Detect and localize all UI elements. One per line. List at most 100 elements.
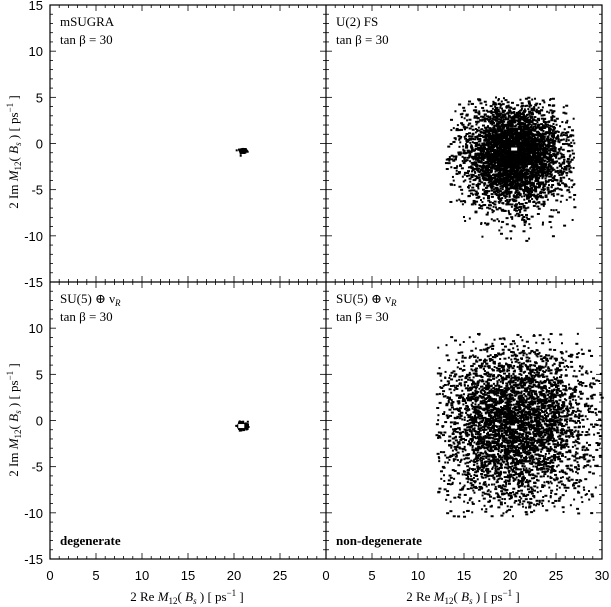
data-point <box>530 166 534 169</box>
data-point <box>467 103 470 106</box>
data-point <box>522 138 525 141</box>
data-point <box>463 152 467 155</box>
data-point <box>473 178 477 181</box>
data-point <box>457 151 461 154</box>
data-point <box>521 218 525 221</box>
data-point <box>502 150 505 153</box>
data-point <box>444 162 448 165</box>
data-point <box>550 134 554 137</box>
data-point <box>519 211 522 214</box>
data-point <box>514 192 517 195</box>
data-point <box>483 474 487 477</box>
data-point <box>516 206 519 209</box>
data-point <box>521 428 525 431</box>
data-point <box>548 111 551 114</box>
data-point <box>488 180 492 183</box>
data-point <box>489 169 493 172</box>
data-point <box>239 154 242 157</box>
data-point <box>513 171 516 174</box>
data-point <box>489 174 492 177</box>
data-point <box>537 195 540 198</box>
data-point <box>476 130 479 133</box>
data-point <box>517 165 520 168</box>
data-point <box>473 138 477 141</box>
data-point <box>482 170 486 173</box>
data-point <box>534 188 538 191</box>
data-point <box>478 134 482 137</box>
data-point <box>480 115 484 118</box>
data-point <box>487 142 490 145</box>
data-point <box>562 111 566 114</box>
data-point <box>565 198 568 201</box>
data-point <box>474 162 478 165</box>
data-point <box>531 118 535 121</box>
data-point <box>535 111 539 114</box>
data-point <box>471 137 475 140</box>
data-point <box>537 106 540 109</box>
data-point <box>560 138 563 141</box>
data-point <box>497 140 500 143</box>
data-point <box>479 205 483 208</box>
data-point <box>533 165 537 168</box>
data-point <box>537 169 540 172</box>
data-point <box>469 180 472 183</box>
data-point <box>244 423 247 426</box>
data-point <box>488 184 492 187</box>
data-point <box>487 146 491 149</box>
data-point <box>535 202 538 205</box>
data-point <box>520 160 524 163</box>
data-point <box>498 144 501 147</box>
data-point <box>493 103 497 106</box>
data-point <box>524 171 528 174</box>
data-point <box>568 468 571 471</box>
data-point <box>455 129 459 132</box>
data-point <box>465 113 469 116</box>
data-point <box>498 178 501 181</box>
data-point <box>477 161 481 164</box>
data-point <box>532 155 535 158</box>
data-point <box>527 138 531 141</box>
data-point <box>519 175 523 178</box>
data-point <box>540 203 544 206</box>
data-point <box>486 110 490 113</box>
data-point <box>463 381 466 384</box>
data-point <box>522 230 526 233</box>
data-point <box>557 157 561 160</box>
data-point <box>536 121 539 124</box>
data-point <box>506 474 510 477</box>
data-point <box>510 117 513 120</box>
data-point <box>565 451 569 454</box>
data-point <box>498 142 502 145</box>
data-point <box>540 169 543 172</box>
data-point <box>510 177 514 180</box>
data-point <box>490 149 494 152</box>
data-point <box>486 156 489 159</box>
data-point <box>505 140 509 143</box>
data-point <box>540 114 544 117</box>
data-point <box>502 176 506 179</box>
data-point <box>501 154 504 157</box>
data-point <box>535 177 539 180</box>
data-point <box>237 422 240 425</box>
data-point <box>465 126 469 129</box>
data-point <box>525 176 528 179</box>
data-point <box>501 123 505 126</box>
data-point <box>498 378 501 381</box>
data-point <box>526 113 530 116</box>
data-point <box>536 172 540 175</box>
data-point <box>504 129 508 132</box>
data-point <box>501 135 504 138</box>
data-point <box>527 116 530 119</box>
data-point <box>475 154 478 157</box>
data-point <box>467 389 471 392</box>
data-point <box>471 446 474 449</box>
data-point <box>516 182 520 185</box>
data-point <box>501 188 504 191</box>
data-point <box>466 119 469 122</box>
data-point <box>460 394 463 397</box>
data-point <box>488 201 492 204</box>
data-point <box>482 359 485 362</box>
data-point <box>528 180 531 183</box>
data-point <box>519 129 522 132</box>
data-point <box>483 431 486 434</box>
